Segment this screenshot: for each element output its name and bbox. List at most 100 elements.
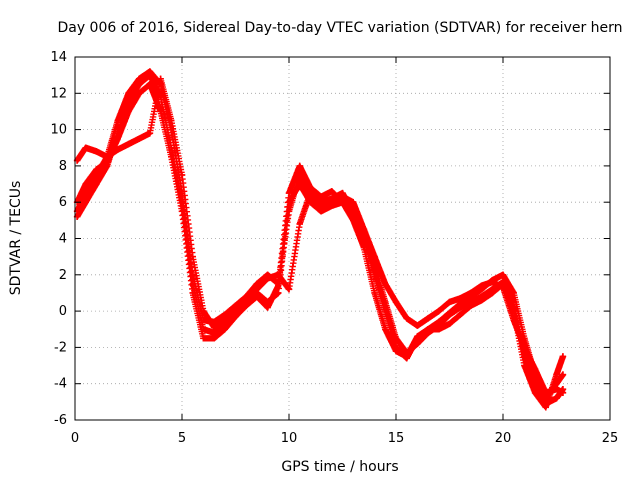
y-tick-label: -4 [54, 377, 67, 392]
data-point [446, 320, 453, 328]
data-point [317, 208, 325, 215]
y-axis-label: SDTVAR / TECUs [8, 181, 24, 296]
data-point [243, 302, 250, 309]
data-marks [73, 68, 567, 411]
data-point [296, 180, 303, 188]
data-point [157, 81, 164, 88]
data-point [136, 90, 143, 97]
x-tick-label: 0 [71, 431, 79, 446]
data-point [82, 144, 89, 151]
data-point [157, 93, 164, 101]
data-point [392, 298, 400, 306]
chart-title: Day 006 of 2016, Sidereal Day-to-day VTE… [57, 20, 622, 36]
series-track-3 [73, 71, 567, 402]
series-markers [73, 75, 567, 396]
data-point [285, 286, 293, 293]
data-point [296, 220, 303, 228]
data-point [521, 335, 528, 342]
data-point [253, 280, 261, 288]
data-point [210, 318, 218, 326]
data-point [339, 199, 346, 206]
data-point [435, 318, 442, 326]
data-point [253, 293, 261, 300]
data-point [125, 108, 132, 115]
data-point [414, 333, 421, 340]
data-point [510, 289, 517, 297]
x-tick-label: 15 [388, 431, 405, 446]
data-point [168, 153, 175, 161]
x-tick-label: 10 [281, 431, 298, 446]
data-point [317, 193, 325, 200]
data-point [435, 307, 442, 315]
y-tick-label: -6 [54, 413, 67, 428]
data-point [457, 311, 464, 318]
data-point [478, 286, 485, 293]
data-point [392, 347, 400, 355]
data-point [146, 81, 154, 88]
data-point [114, 135, 121, 142]
data-point [371, 289, 378, 297]
series-track-4 [73, 81, 567, 411]
y-tick-label: 4 [59, 232, 67, 247]
data-point [125, 90, 132, 97]
data-point [559, 371, 567, 378]
data-point [296, 162, 303, 170]
data-point [499, 280, 507, 288]
data-point [499, 271, 507, 278]
data-point [424, 326, 432, 333]
data-point [553, 371, 560, 378]
data-point [382, 326, 389, 333]
data-point [350, 217, 357, 224]
grid-lines [75, 57, 610, 420]
axis-ticks: 0 5 10 15 20 25 -6 -4 -2 0 2 4 6 8 10 12 14 [50, 50, 618, 446]
data-point [521, 362, 528, 369]
data-point [307, 199, 314, 206]
data-point [424, 315, 432, 322]
y-tick-label: 0 [59, 304, 67, 319]
data-point [189, 289, 196, 297]
data-point [328, 202, 335, 210]
data-point [559, 353, 567, 360]
data-point [403, 315, 410, 322]
series-markers [73, 72, 567, 402]
data-point [93, 148, 100, 155]
data-point [542, 404, 549, 411]
data-point [489, 289, 496, 297]
x-tick-label: 20 [495, 431, 512, 446]
y-tick-label: -2 [54, 340, 67, 355]
data-point [125, 140, 132, 148]
data-point [467, 293, 475, 300]
data-point [559, 385, 567, 393]
data-point [350, 202, 357, 210]
data-point [435, 326, 442, 333]
data-point [125, 99, 132, 106]
data-point [221, 326, 228, 333]
data-point [531, 389, 539, 396]
data-point [553, 395, 560, 402]
data-point [264, 271, 271, 278]
data-point [510, 307, 517, 315]
data-point [478, 297, 485, 304]
data-point [328, 188, 335, 195]
series-track-1 [73, 75, 567, 396]
data-point [264, 304, 271, 311]
data-point [221, 318, 228, 326]
data-point [275, 282, 282, 289]
y-tick-label: 2 [59, 268, 67, 283]
data-point [82, 199, 89, 206]
data-point [136, 135, 143, 142]
data-point [285, 189, 293, 197]
data-point [136, 81, 143, 88]
data-point [403, 353, 410, 360]
data-point [221, 311, 228, 318]
data-point [93, 166, 100, 173]
x-tick-label: 25 [602, 431, 619, 446]
data-point [446, 309, 453, 317]
data-point [467, 302, 475, 309]
y-tick-label: 6 [59, 195, 67, 210]
series-markers [73, 68, 567, 407]
data-point [489, 277, 496, 284]
y-tick-label: 14 [50, 50, 67, 65]
data-point [210, 335, 218, 342]
